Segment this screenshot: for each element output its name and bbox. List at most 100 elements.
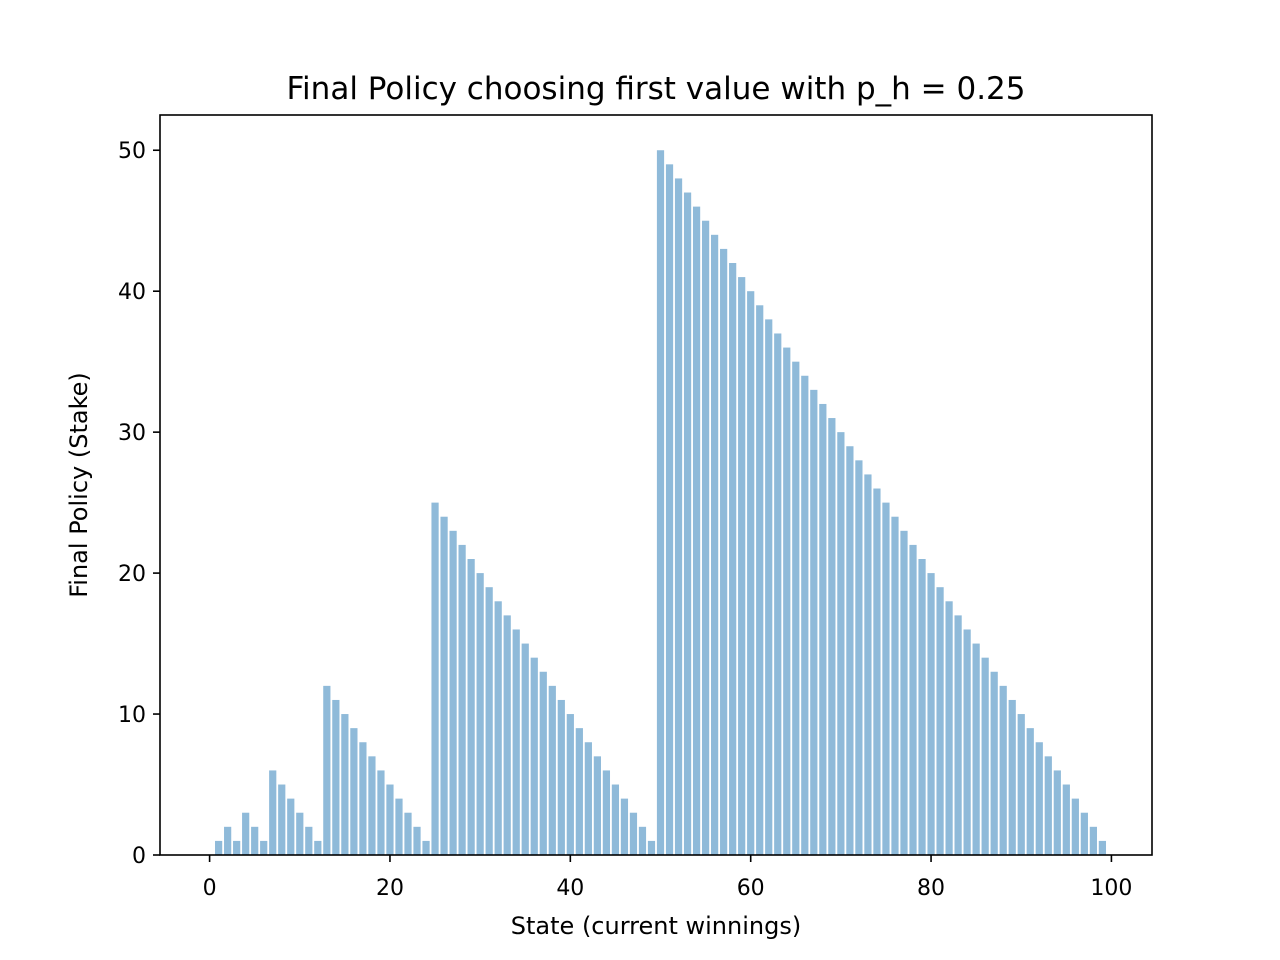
bar bbox=[242, 812, 250, 855]
bar bbox=[1089, 826, 1097, 855]
bar bbox=[611, 784, 620, 855]
bar bbox=[332, 699, 340, 855]
bar bbox=[873, 488, 881, 855]
bar bbox=[341, 714, 349, 855]
bar bbox=[494, 601, 502, 855]
bar bbox=[602, 770, 611, 855]
bar bbox=[954, 615, 962, 855]
bar bbox=[215, 840, 223, 855]
bar bbox=[566, 714, 574, 855]
bar bbox=[810, 389, 818, 855]
bar bbox=[927, 573, 935, 855]
bar bbox=[900, 530, 908, 855]
bar bbox=[909, 544, 917, 855]
bar bbox=[882, 502, 890, 855]
bar bbox=[720, 248, 728, 855]
y-axis-ticks: 0 10 20 30 40 50 bbox=[118, 139, 160, 869]
bar bbox=[476, 573, 484, 855]
bar bbox=[521, 643, 529, 855]
bar bbox=[936, 587, 944, 855]
bar bbox=[548, 685, 556, 855]
bar bbox=[774, 333, 782, 855]
y-tick-label: 10 bbox=[118, 703, 146, 728]
bar bbox=[431, 502, 439, 855]
bar bbox=[674, 178, 683, 855]
bar bbox=[945, 601, 953, 855]
bar bbox=[395, 798, 403, 855]
bar bbox=[224, 826, 232, 855]
bar bbox=[359, 742, 367, 855]
y-tick-label: 30 bbox=[118, 421, 146, 446]
bar bbox=[1098, 840, 1107, 855]
bar bbox=[1008, 699, 1016, 855]
bar bbox=[656, 150, 665, 855]
bar bbox=[1062, 784, 1070, 855]
bar bbox=[963, 629, 971, 855]
bar bbox=[981, 657, 989, 855]
bar bbox=[449, 530, 457, 855]
bar bbox=[1080, 812, 1088, 855]
y-tick-label: 0 bbox=[132, 844, 146, 869]
bar bbox=[287, 798, 295, 855]
bar bbox=[765, 319, 773, 855]
bar bbox=[990, 671, 998, 855]
bar bbox=[593, 756, 601, 855]
bar bbox=[1044, 756, 1052, 855]
bar bbox=[323, 685, 331, 855]
bar bbox=[683, 192, 692, 855]
bar bbox=[1035, 742, 1043, 855]
bar bbox=[296, 812, 304, 855]
x-tick-label: 100 bbox=[1090, 876, 1132, 901]
bar bbox=[711, 234, 719, 856]
bar bbox=[485, 587, 493, 855]
bar bbox=[638, 826, 647, 855]
x-axis-label: State (current winnings) bbox=[511, 912, 801, 940]
bar bbox=[440, 516, 448, 855]
bar bbox=[260, 840, 268, 855]
x-tick-label: 0 bbox=[203, 876, 217, 901]
bar bbox=[801, 375, 809, 855]
bar bbox=[972, 643, 980, 855]
bar bbox=[584, 742, 592, 855]
bar bbox=[647, 840, 656, 855]
bar bbox=[837, 432, 845, 855]
bar bbox=[278, 784, 286, 855]
y-axis-label: Final Policy (Stake) bbox=[65, 372, 93, 598]
bar bbox=[846, 446, 854, 855]
bar bbox=[539, 671, 547, 855]
bar bbox=[665, 164, 674, 856]
bar bbox=[575, 728, 583, 855]
bar bbox=[305, 826, 313, 855]
bar bbox=[368, 756, 376, 855]
bar bbox=[783, 347, 791, 855]
bar bbox=[233, 840, 241, 855]
bar bbox=[404, 812, 412, 855]
bar bbox=[557, 699, 565, 855]
bar bbox=[350, 728, 358, 855]
bar bbox=[1071, 798, 1079, 855]
bar bbox=[269, 770, 277, 855]
x-axis-ticks: 0 20 40 60 80 100 bbox=[203, 855, 1132, 901]
bar bbox=[1053, 770, 1061, 855]
bar bbox=[792, 361, 800, 855]
bar bbox=[1017, 714, 1025, 855]
bar bbox=[855, 460, 863, 855]
y-tick-label: 20 bbox=[118, 562, 146, 587]
bar bbox=[891, 516, 899, 855]
bars-group bbox=[215, 150, 1107, 856]
bar bbox=[422, 840, 430, 855]
bar bbox=[314, 840, 322, 855]
bar bbox=[386, 784, 394, 855]
bar bbox=[999, 685, 1007, 855]
y-tick-label: 50 bbox=[118, 139, 146, 164]
bar bbox=[458, 544, 466, 855]
bar bbox=[738, 277, 746, 856]
x-tick-label: 20 bbox=[376, 876, 404, 901]
bar bbox=[819, 403, 827, 855]
bar bbox=[747, 291, 755, 855]
bar bbox=[530, 657, 538, 855]
bar bbox=[828, 418, 836, 855]
x-tick-label: 40 bbox=[556, 876, 584, 901]
bar bbox=[413, 826, 421, 855]
